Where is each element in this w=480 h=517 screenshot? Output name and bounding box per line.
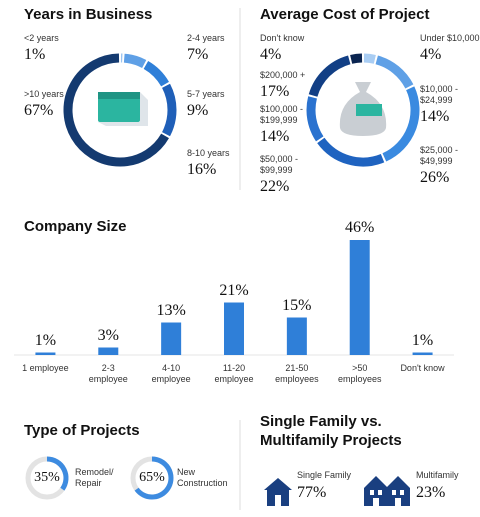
- donut-segment: [161, 83, 177, 137]
- donut-segment: [123, 53, 147, 69]
- bar: [35, 352, 56, 355]
- category-label: 21-50 employees: [275, 363, 319, 384]
- bar: [286, 317, 307, 355]
- category-label: $10,000 - $24,999: [420, 84, 459, 105]
- category-label: 4-10 employee: [151, 363, 191, 384]
- bar: [224, 302, 244, 355]
- value-label: 15%: [282, 296, 312, 314]
- category-label: Don't know: [400, 363, 445, 373]
- value-label: 35%: [34, 470, 60, 485]
- value-label: 14%: [260, 128, 290, 145]
- donut-segment: [350, 53, 363, 64]
- category-label: 5-7 years: [187, 89, 225, 99]
- donut-segment: [375, 55, 414, 89]
- donut-segment: [306, 96, 324, 142]
- category-label: Single Family: [297, 470, 352, 480]
- label-group: 8-10 years 16%: [187, 148, 249, 179]
- value-label: 67%: [24, 102, 54, 119]
- donut-segment: [308, 55, 351, 97]
- value-label: 17%: [260, 83, 290, 100]
- category-label: $25,000 - $49,999: [420, 145, 459, 166]
- value-label: 4%: [260, 46, 282, 63]
- bar: [349, 240, 370, 355]
- donut-segment: [63, 53, 169, 167]
- value-label: 7%: [187, 46, 209, 63]
- category-label: $100,000 - $199,999: [260, 104, 304, 125]
- donut-segment: [317, 137, 385, 167]
- category-label: Don't know: [260, 33, 305, 43]
- category-label: Multifamily: [416, 470, 459, 480]
- value-label: 4%: [420, 46, 442, 63]
- category-label: 2-3 employee: [88, 363, 128, 384]
- label-group: $100,000 - $199,999 14%: [260, 104, 322, 146]
- apartment-icon: [364, 476, 410, 506]
- gauge-arc: [134, 456, 174, 500]
- bar: [98, 347, 119, 355]
- category-label: 2-4 years: [187, 33, 225, 43]
- donut-segment: [143, 61, 169, 87]
- category-label: New Construction: [177, 467, 228, 488]
- category-label: 8-10 years: [187, 148, 230, 158]
- category-label: Remodel/ Repair: [75, 467, 114, 488]
- category-label: $200,000 +: [260, 70, 306, 80]
- value-label: 22%: [260, 178, 290, 195]
- chart-title: Type of Projects: [24, 422, 140, 439]
- value-label: 3%: [97, 326, 119, 344]
- chart-title: Single Family vs. Multifamily Projects: [260, 413, 402, 449]
- category-label: 11-20 employee: [214, 363, 254, 384]
- value-label: 77%: [297, 484, 327, 501]
- label-group: $50,000 - $99,999 22%: [260, 154, 322, 196]
- category-label: <2 years: [24, 33, 59, 43]
- value-label: 46%: [345, 219, 375, 236]
- value-label: 1%: [24, 46, 46, 63]
- value-label: 26%: [420, 169, 450, 186]
- label-group: 2-4 years 7%: [187, 33, 249, 64]
- donut-segment: [363, 53, 376, 64]
- value-label: 65%: [139, 470, 165, 485]
- house-icon: [264, 478, 292, 506]
- calendar-icon: [98, 92, 148, 126]
- label-group: $25,000 - $49,999 26%: [420, 145, 480, 187]
- value-label: 16%: [187, 161, 217, 178]
- label-group: <2 years 1%: [24, 33, 86, 64]
- value-label: 1%: [411, 331, 434, 349]
- label-group: Under $10,000 4%: [420, 33, 480, 64]
- category-label: >10 years: [24, 89, 64, 99]
- category-label: Under $10,000: [420, 33, 480, 43]
- bar: [412, 352, 433, 355]
- chart-title: Years in Business: [24, 6, 153, 23]
- category-label: 1 employee: [22, 363, 69, 373]
- gauge-arc: [46, 456, 69, 491]
- chart-title: Average Cost of Project: [260, 6, 430, 23]
- money-bag-icon: [319, 66, 407, 154]
- value-label: 14%: [420, 108, 450, 125]
- bar: [161, 322, 182, 355]
- label-group: >10 years 67%: [24, 89, 86, 120]
- label-group: 5-7 years 9%: [187, 89, 249, 120]
- label-group: $10,000 - $24,999 14%: [420, 84, 480, 126]
- value-label: 1%: [34, 331, 57, 349]
- chart-title: Company Size: [24, 218, 127, 235]
- label-group: $200,000 + 17%: [260, 70, 322, 101]
- value-label: 23%: [416, 484, 446, 501]
- category-label: $50,000 - $99,999: [260, 154, 299, 175]
- value-label: 21%: [219, 281, 249, 299]
- label-group: Don't know 4%: [260, 33, 322, 64]
- category-label: >50 employees: [337, 363, 382, 384]
- value-label: 13%: [156, 301, 186, 319]
- donut-segment: [382, 86, 420, 162]
- value-label: 9%: [187, 102, 209, 119]
